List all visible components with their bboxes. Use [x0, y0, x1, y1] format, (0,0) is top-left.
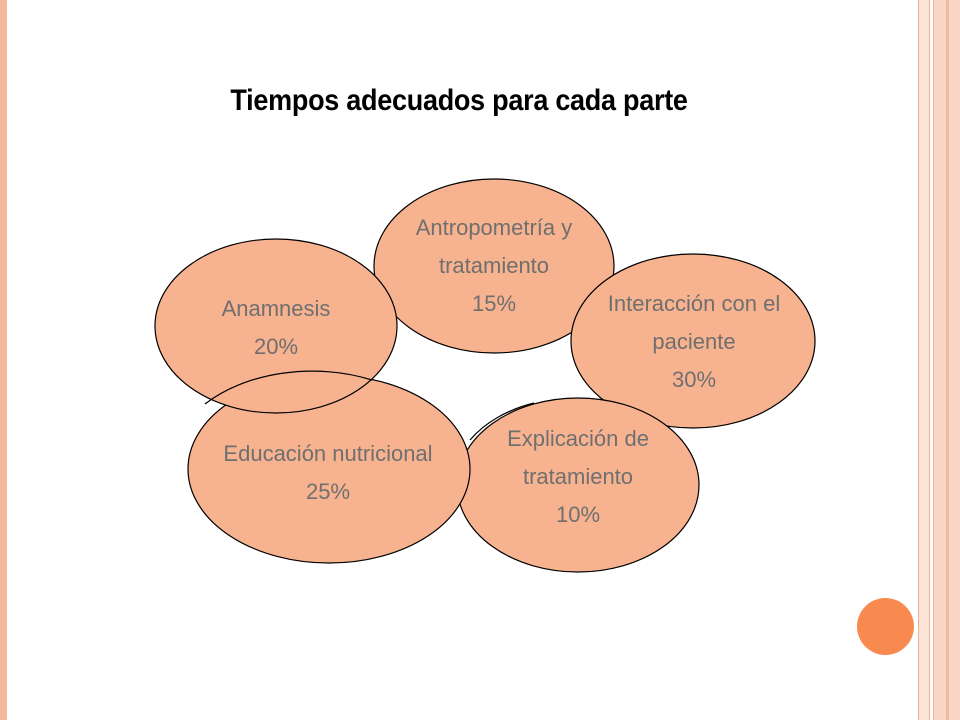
left-border: [0, 0, 7, 720]
ellipse-anamnesis: [154, 238, 398, 414]
ellipse-interaccion: [570, 253, 816, 429]
label-anamnesis: Anamnesis 20%: [221, 296, 331, 359]
ellipse-explicacion-overlap-edge: [469, 402, 535, 441]
ellipse-educacion-overlap-edge: [204, 370, 373, 405]
label-explicacion: Explicación de tratamiento 10%: [507, 426, 649, 527]
right-decorative-stripe: [946, 0, 949, 720]
label-antropometria: Antropometría y tratamiento 15%: [415, 215, 573, 316]
right-decorative-band: [918, 0, 930, 720]
label-educacion: Educación nutricional 25%: [223, 441, 433, 504]
label-interaccion: Interacción con el paciente 30%: [607, 291, 781, 392]
ellipse-antropometria: [373, 178, 615, 354]
slide-title: Tiempos adecuados para cada parte: [230, 84, 688, 117]
accent-dot: [857, 598, 914, 655]
